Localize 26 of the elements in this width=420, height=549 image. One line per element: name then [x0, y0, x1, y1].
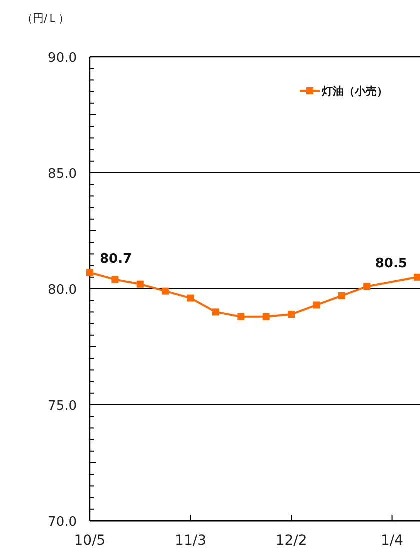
point: [238, 313, 245, 320]
point: [338, 292, 346, 300]
x-tick-label: 10/5: [74, 533, 106, 549]
legend-label: 灯油（小売）: [321, 85, 388, 98]
point: [262, 313, 270, 320]
point: [162, 288, 170, 295]
point: [86, 269, 94, 276]
point: [112, 276, 119, 284]
data-label: 80.7: [100, 252, 132, 267]
point: [136, 280, 144, 288]
data-label: 80.5: [375, 256, 408, 272]
x-tick-label: 11/3: [175, 533, 206, 549]
x-tick-label: 12/2: [276, 533, 308, 549]
point: [313, 302, 320, 309]
y-tick-label: 80.0: [48, 283, 77, 298]
point: [364, 283, 371, 290]
point: [187, 294, 194, 302]
y-axis-title: （円/Ｌ）: [22, 12, 70, 25]
point: [288, 311, 296, 318]
y-tick-label: 75.0: [48, 399, 77, 414]
point: [414, 274, 420, 281]
point: [212, 308, 220, 316]
y-tick-label: 70.0: [48, 515, 77, 530]
y-tick-label: 90.0: [48, 51, 77, 66]
y-tick-label: 85.0: [48, 167, 77, 182]
x-tick-label: 1/4: [381, 533, 404, 549]
